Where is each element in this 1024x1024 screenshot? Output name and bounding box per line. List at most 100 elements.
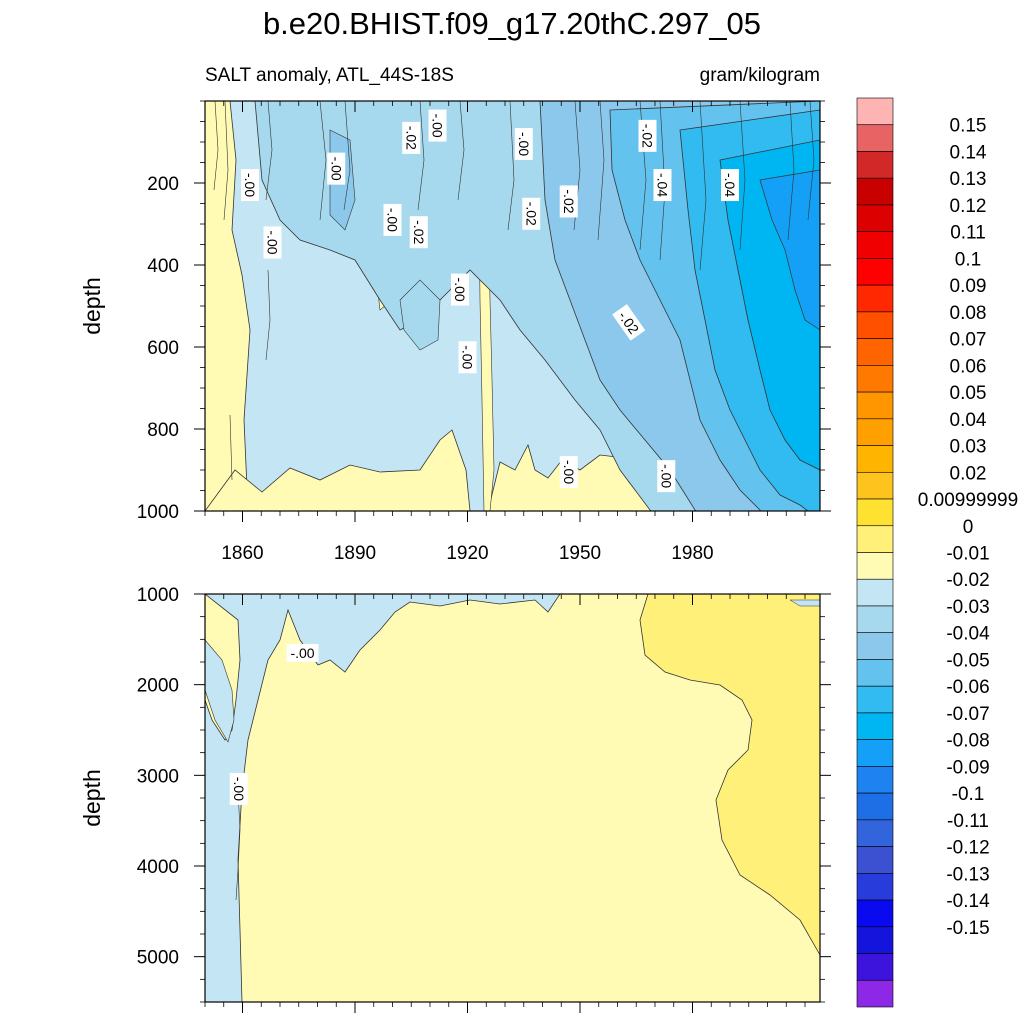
svg-text:-.04: -.04 xyxy=(655,173,671,197)
colorbar-swatch xyxy=(856,365,894,393)
colorbar-swatch xyxy=(856,498,894,527)
colorbar-swatch xyxy=(856,926,894,954)
colorbar-label: 0 xyxy=(963,517,974,538)
contour-label: -.00 xyxy=(451,273,469,306)
svg-text:-.00: -.00 xyxy=(328,157,344,181)
colorbar-label: 0.07 xyxy=(950,330,987,351)
colorbar-label: -0.01 xyxy=(946,544,989,565)
upper-y-axis-label: depth xyxy=(79,277,105,335)
y-tick-label: 4000 xyxy=(137,857,179,878)
colorbar-label: 0.06 xyxy=(950,356,987,377)
colorbar-swatch xyxy=(856,311,894,339)
colorbar-swatch xyxy=(856,792,894,821)
svg-text:-.00: -.00 xyxy=(265,230,281,254)
upper-left-title: SALT anomaly, ATL_44S-18S xyxy=(205,65,454,86)
contour-label: -.02 xyxy=(409,216,428,249)
colorbar-label: 0.09 xyxy=(950,276,987,297)
lower-contour-field xyxy=(205,594,820,1002)
colorbar-label: -0.1 xyxy=(952,784,985,805)
colorbar-label: 0.04 xyxy=(950,410,987,431)
contour-label: -.04 xyxy=(653,169,672,202)
upper-right-title: gram/kilogram xyxy=(700,65,820,86)
contour-label: -.02 xyxy=(638,119,657,152)
svg-text:-.00: -.00 xyxy=(452,278,468,302)
upper-contour-labels: -.00 -.02 -.00 -.00 -.00 -.00 -.02 -.00 -.02 -.02… xyxy=(241,109,739,493)
x-tick-label: 1920 xyxy=(446,543,488,564)
colorbar-swatch xyxy=(856,953,894,981)
svg-text:-.02: -.02 xyxy=(561,189,577,213)
colorbar-label: 0.13 xyxy=(950,169,987,190)
contour-label: -.04 xyxy=(721,169,739,202)
y-tick-label: 800 xyxy=(147,420,179,441)
colorbar-swatch xyxy=(856,338,894,366)
colorbar-label: -0.04 xyxy=(946,624,990,645)
colorbar-swatch xyxy=(856,97,894,126)
colorbar-label: 0.03 xyxy=(950,437,987,458)
y-tick-label: 200 xyxy=(147,174,179,195)
colorbar-label: 0.02 xyxy=(950,463,987,484)
colorbar-swatch xyxy=(856,177,894,206)
upper-contour-field xyxy=(205,101,820,511)
colorbar-swatch xyxy=(856,258,894,286)
svg-text:-.04: -.04 xyxy=(722,173,738,197)
figure-title: b.e20.BHIST.f09_g17.20thC.297_05 xyxy=(263,6,761,41)
colorbar-label: -0.09 xyxy=(946,757,989,778)
y-tick-label: 400 xyxy=(147,256,179,277)
svg-text:-.00: -.00 xyxy=(242,173,258,197)
svg-text:-.02: -.02 xyxy=(640,124,656,148)
colorbar-swatch xyxy=(856,739,894,767)
colorbar-swatch xyxy=(856,899,894,928)
colorbar-swatch xyxy=(856,685,894,714)
colorbar-label: 0.12 xyxy=(950,196,987,217)
svg-text:-.00: -.00 xyxy=(561,460,577,484)
colorbar-label: -0.13 xyxy=(946,864,989,885)
svg-text:-.00: -.00 xyxy=(658,464,674,488)
colorbar-label: -0.15 xyxy=(946,918,989,939)
colorbar-label: 0.1 xyxy=(955,249,981,270)
colorbar-swatch xyxy=(856,605,894,634)
contour-label: -.00 xyxy=(327,152,346,185)
lower-panel: -.00 -.00 1000 2000 3000 4000 5000 depth xyxy=(79,585,831,1013)
contour-label: -.00 xyxy=(383,203,402,236)
contour-label: -.00 xyxy=(458,341,477,374)
lower-axis-ticks: 1000 2000 3000 4000 5000 xyxy=(137,585,831,1013)
contour-label: -.00 xyxy=(241,169,259,202)
colorbar-swatch xyxy=(856,712,894,740)
colorbar-swatch xyxy=(856,819,894,847)
contour-label: -.00 xyxy=(514,128,533,161)
x-tick-label: 1950 xyxy=(559,543,601,564)
x-tick-label: 1980 xyxy=(671,543,713,564)
y-tick-label: 2000 xyxy=(137,676,179,697)
colorbar: 0.15 0.14 0.13 0.12 0.11 0.1 0.09 0.08 0.07 0.06 0… xyxy=(856,97,1018,1008)
colorbar-swatch xyxy=(856,445,894,473)
upper-panel: SALT anomaly, ATL_44S-18S gram/kilogram xyxy=(79,65,831,564)
y-tick-label: 3000 xyxy=(137,766,179,787)
svg-text:-.00: -.00 xyxy=(516,132,532,156)
colorbar-label: -0.03 xyxy=(946,597,989,618)
colorbar-swatch xyxy=(856,578,894,607)
colorbar-label: 0.05 xyxy=(950,383,987,404)
colorbar-label: 0.11 xyxy=(950,223,986,244)
colorbar-swatch xyxy=(856,204,894,232)
svg-text:-.02: -.02 xyxy=(523,202,539,226)
y-tick-label: 1000 xyxy=(137,502,179,523)
colorbar-label: -0.07 xyxy=(946,704,989,725)
colorbar-swatch xyxy=(856,979,894,1008)
colorbar-label: -0.11 xyxy=(947,811,989,832)
colorbar-swatch xyxy=(856,525,894,553)
colorbar-swatch xyxy=(856,846,894,874)
svg-text:-.00: -.00 xyxy=(385,208,401,232)
contour-label: -.02 xyxy=(522,197,541,230)
contour-label: -.02 xyxy=(559,185,578,218)
y-tick-label: 1000 xyxy=(137,585,179,606)
contour-label: -.02 xyxy=(402,121,421,154)
contour-label: -.00 xyxy=(263,226,282,259)
svg-text:-.02: -.02 xyxy=(411,220,427,244)
colorbar-label: -0.14 xyxy=(946,891,990,912)
svg-text:-.00: -.00 xyxy=(430,114,446,138)
x-tick-label: 1860 xyxy=(221,543,263,564)
y-tick-label: 600 xyxy=(147,338,179,359)
colorbar-label: -0.06 xyxy=(946,677,989,698)
contour-label: -.00 xyxy=(286,643,319,662)
